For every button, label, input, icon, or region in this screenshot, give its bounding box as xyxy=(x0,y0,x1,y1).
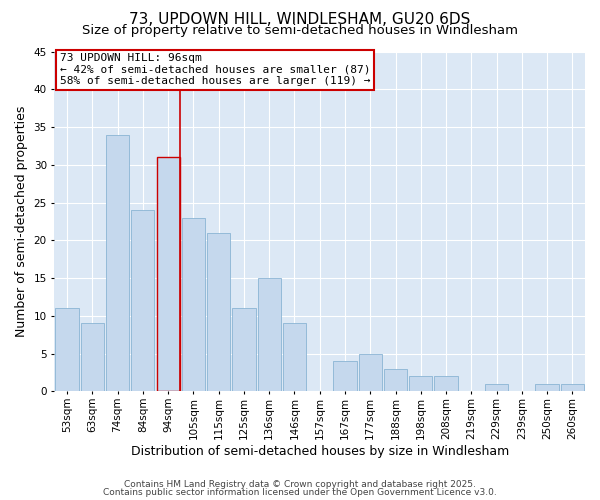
Bar xyxy=(157,157,180,392)
Bar xyxy=(207,232,230,392)
Bar xyxy=(182,218,205,392)
Bar xyxy=(434,376,458,392)
Text: 73 UPDOWN HILL: 96sqm
← 42% of semi-detached houses are smaller (87)
58% of semi: 73 UPDOWN HILL: 96sqm ← 42% of semi-deta… xyxy=(60,53,370,86)
Bar xyxy=(384,368,407,392)
Bar xyxy=(55,308,79,392)
Text: Contains HM Land Registry data © Crown copyright and database right 2025.: Contains HM Land Registry data © Crown c… xyxy=(124,480,476,489)
Text: 73, UPDOWN HILL, WINDLESHAM, GU20 6DS: 73, UPDOWN HILL, WINDLESHAM, GU20 6DS xyxy=(130,12,470,28)
Text: Contains public sector information licensed under the Open Government Licence v3: Contains public sector information licen… xyxy=(103,488,497,497)
Bar xyxy=(131,210,154,392)
Bar xyxy=(561,384,584,392)
Bar xyxy=(334,361,356,392)
X-axis label: Distribution of semi-detached houses by size in Windlesham: Distribution of semi-detached houses by … xyxy=(131,444,509,458)
Bar xyxy=(485,384,508,392)
Bar xyxy=(106,134,129,392)
Bar xyxy=(81,324,104,392)
Bar xyxy=(283,324,306,392)
Y-axis label: Number of semi-detached properties: Number of semi-detached properties xyxy=(15,106,28,337)
Bar xyxy=(232,308,256,392)
Bar xyxy=(409,376,433,392)
Bar xyxy=(535,384,559,392)
Bar xyxy=(359,354,382,392)
Bar xyxy=(257,278,281,392)
Text: Size of property relative to semi-detached houses in Windlesham: Size of property relative to semi-detach… xyxy=(82,24,518,37)
